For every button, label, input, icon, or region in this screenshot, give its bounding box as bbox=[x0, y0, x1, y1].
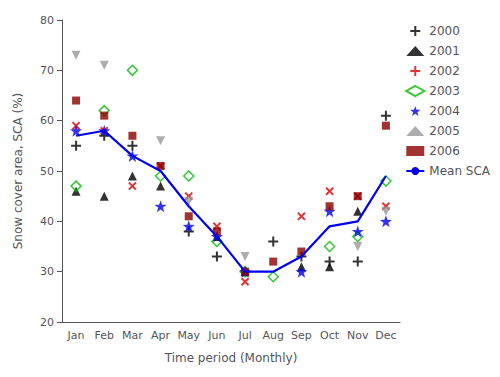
svg-text:20: 20 bbox=[40, 316, 54, 329]
svg-text:2005: 2005 bbox=[429, 124, 460, 138]
svg-text:2003: 2003 bbox=[429, 84, 460, 98]
svg-text:2004: 2004 bbox=[429, 104, 460, 118]
svg-text:40: 40 bbox=[40, 215, 54, 228]
svg-text:2002: 2002 bbox=[429, 64, 460, 78]
svg-text:2001: 2001 bbox=[429, 44, 460, 58]
svg-text:70: 70 bbox=[40, 64, 54, 77]
svg-text:Mean SCA: Mean SCA bbox=[429, 164, 491, 178]
svg-text:Feb: Feb bbox=[95, 329, 114, 342]
svg-text:Time period (Monthly): Time period (Monthly) bbox=[164, 351, 298, 365]
svg-text:Oct: Oct bbox=[320, 329, 340, 342]
svg-text:2006: 2006 bbox=[429, 144, 460, 158]
svg-text:30: 30 bbox=[40, 265, 54, 278]
svg-text:Apr: Apr bbox=[151, 329, 171, 342]
svg-text:Dec: Dec bbox=[375, 329, 396, 342]
svg-text:Mar: Mar bbox=[122, 329, 143, 342]
svg-text:80: 80 bbox=[40, 14, 54, 27]
svg-text:Jun: Jun bbox=[207, 329, 225, 342]
svg-text:Jan: Jan bbox=[67, 329, 85, 342]
svg-text:Snow cover area, SCA (%): Snow cover area, SCA (%) bbox=[11, 93, 25, 250]
svg-text:Nov: Nov bbox=[347, 329, 369, 342]
svg-text:Aug: Aug bbox=[263, 329, 284, 342]
svg-text:Sep: Sep bbox=[291, 329, 312, 342]
svg-text:Jul: Jul bbox=[237, 329, 251, 342]
svg-text:2000: 2000 bbox=[429, 24, 460, 38]
svg-text:50: 50 bbox=[40, 165, 54, 178]
svg-text:May: May bbox=[177, 329, 200, 342]
svg-text:60: 60 bbox=[40, 114, 54, 127]
